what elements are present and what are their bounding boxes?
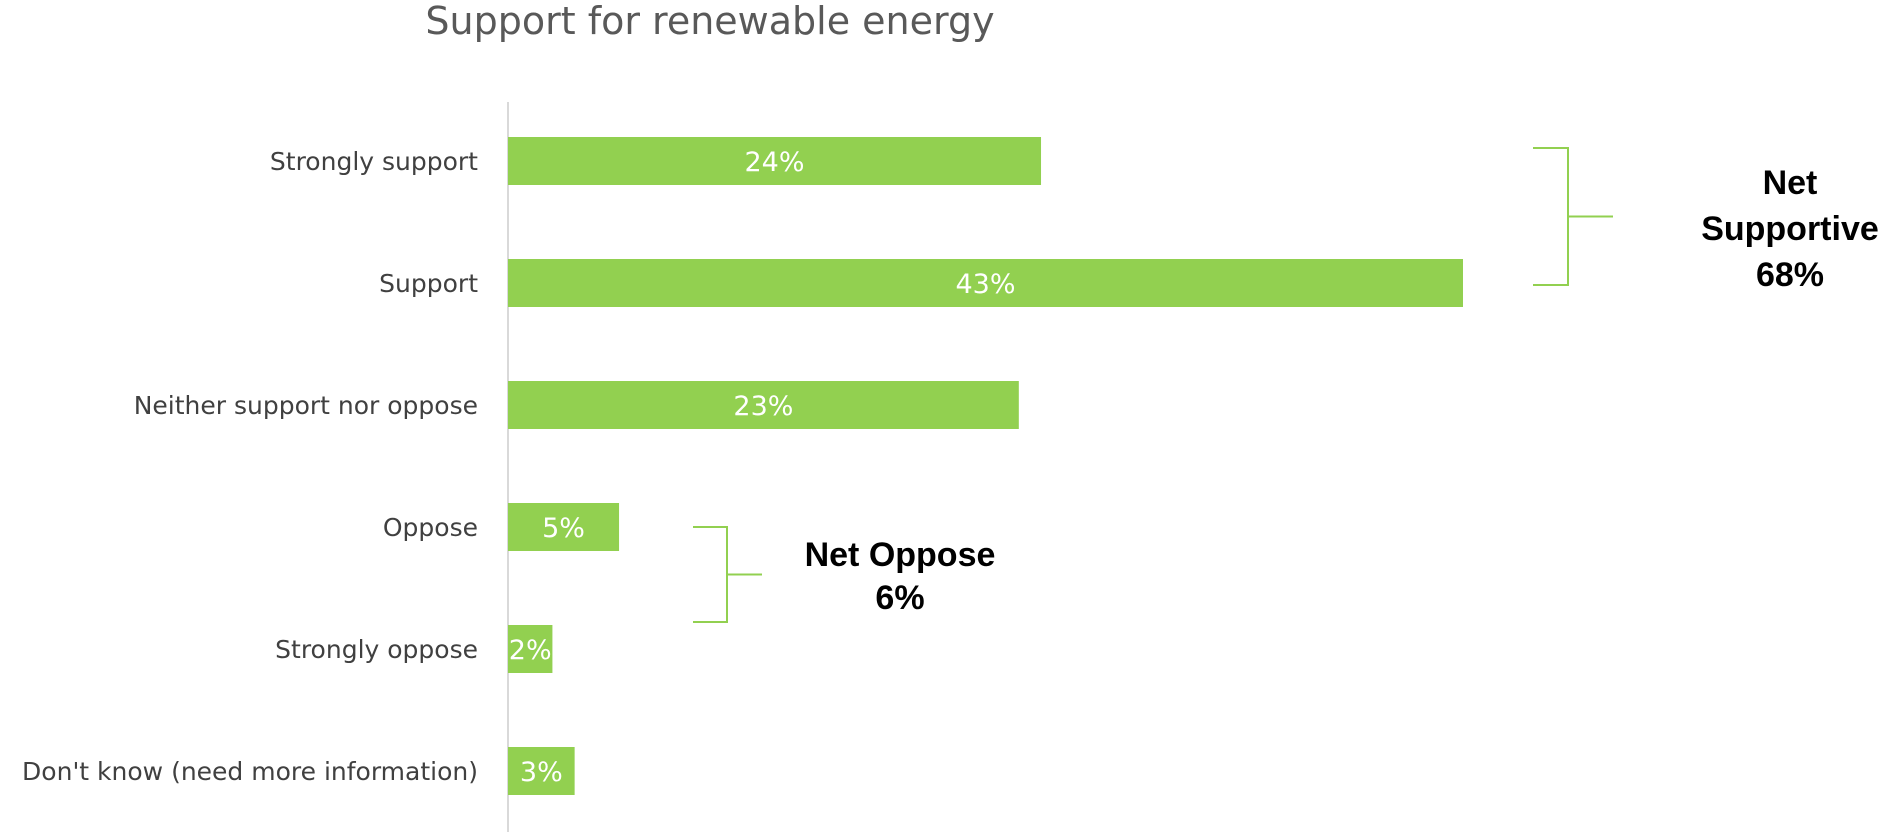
bar-value-label: 24% — [745, 147, 805, 178]
net-annotation: Net Supportive 68% — [1701, 164, 1879, 294]
net-annotation-line: Net — [1763, 164, 1818, 202]
bar-value-label: 5% — [542, 513, 585, 544]
bars: Strongly support 24% Support 43% Neither sup… — [22, 137, 1463, 795]
bracket — [693, 526, 762, 623]
category-label: Strongly oppose — [275, 635, 478, 664]
net-annotation-line: Supportive — [1701, 210, 1879, 248]
brackets: Net Supportive 68% Net Oppose 6% — [693, 147, 1879, 623]
bar-value-label: 43% — [955, 269, 1015, 300]
net-annotation: Net Oppose 6% — [805, 536, 996, 617]
category-label: Neither support nor oppose — [134, 391, 478, 420]
category-label: Oppose — [383, 513, 478, 542]
net-annotation-line: 68% — [1756, 256, 1824, 294]
bar — [508, 625, 553, 673]
bar-value-label: 3% — [520, 757, 563, 788]
bracket — [1533, 147, 1613, 286]
bar — [508, 503, 620, 551]
bar-value-label: 2% — [509, 635, 552, 666]
category-label: Don't know (need more information) — [22, 757, 478, 786]
bar — [508, 137, 1042, 185]
chart-title: Support for renewable energy — [425, 0, 994, 43]
net-annotation-line: 6% — [875, 579, 924, 617]
net-annotation-line: Net Oppose — [805, 536, 996, 574]
bar-value-label: 23% — [733, 391, 793, 422]
category-label: Strongly support — [270, 147, 478, 176]
bar — [508, 381, 1019, 429]
bar — [508, 747, 575, 795]
bar — [508, 259, 1463, 307]
category-label: Support — [379, 269, 478, 298]
